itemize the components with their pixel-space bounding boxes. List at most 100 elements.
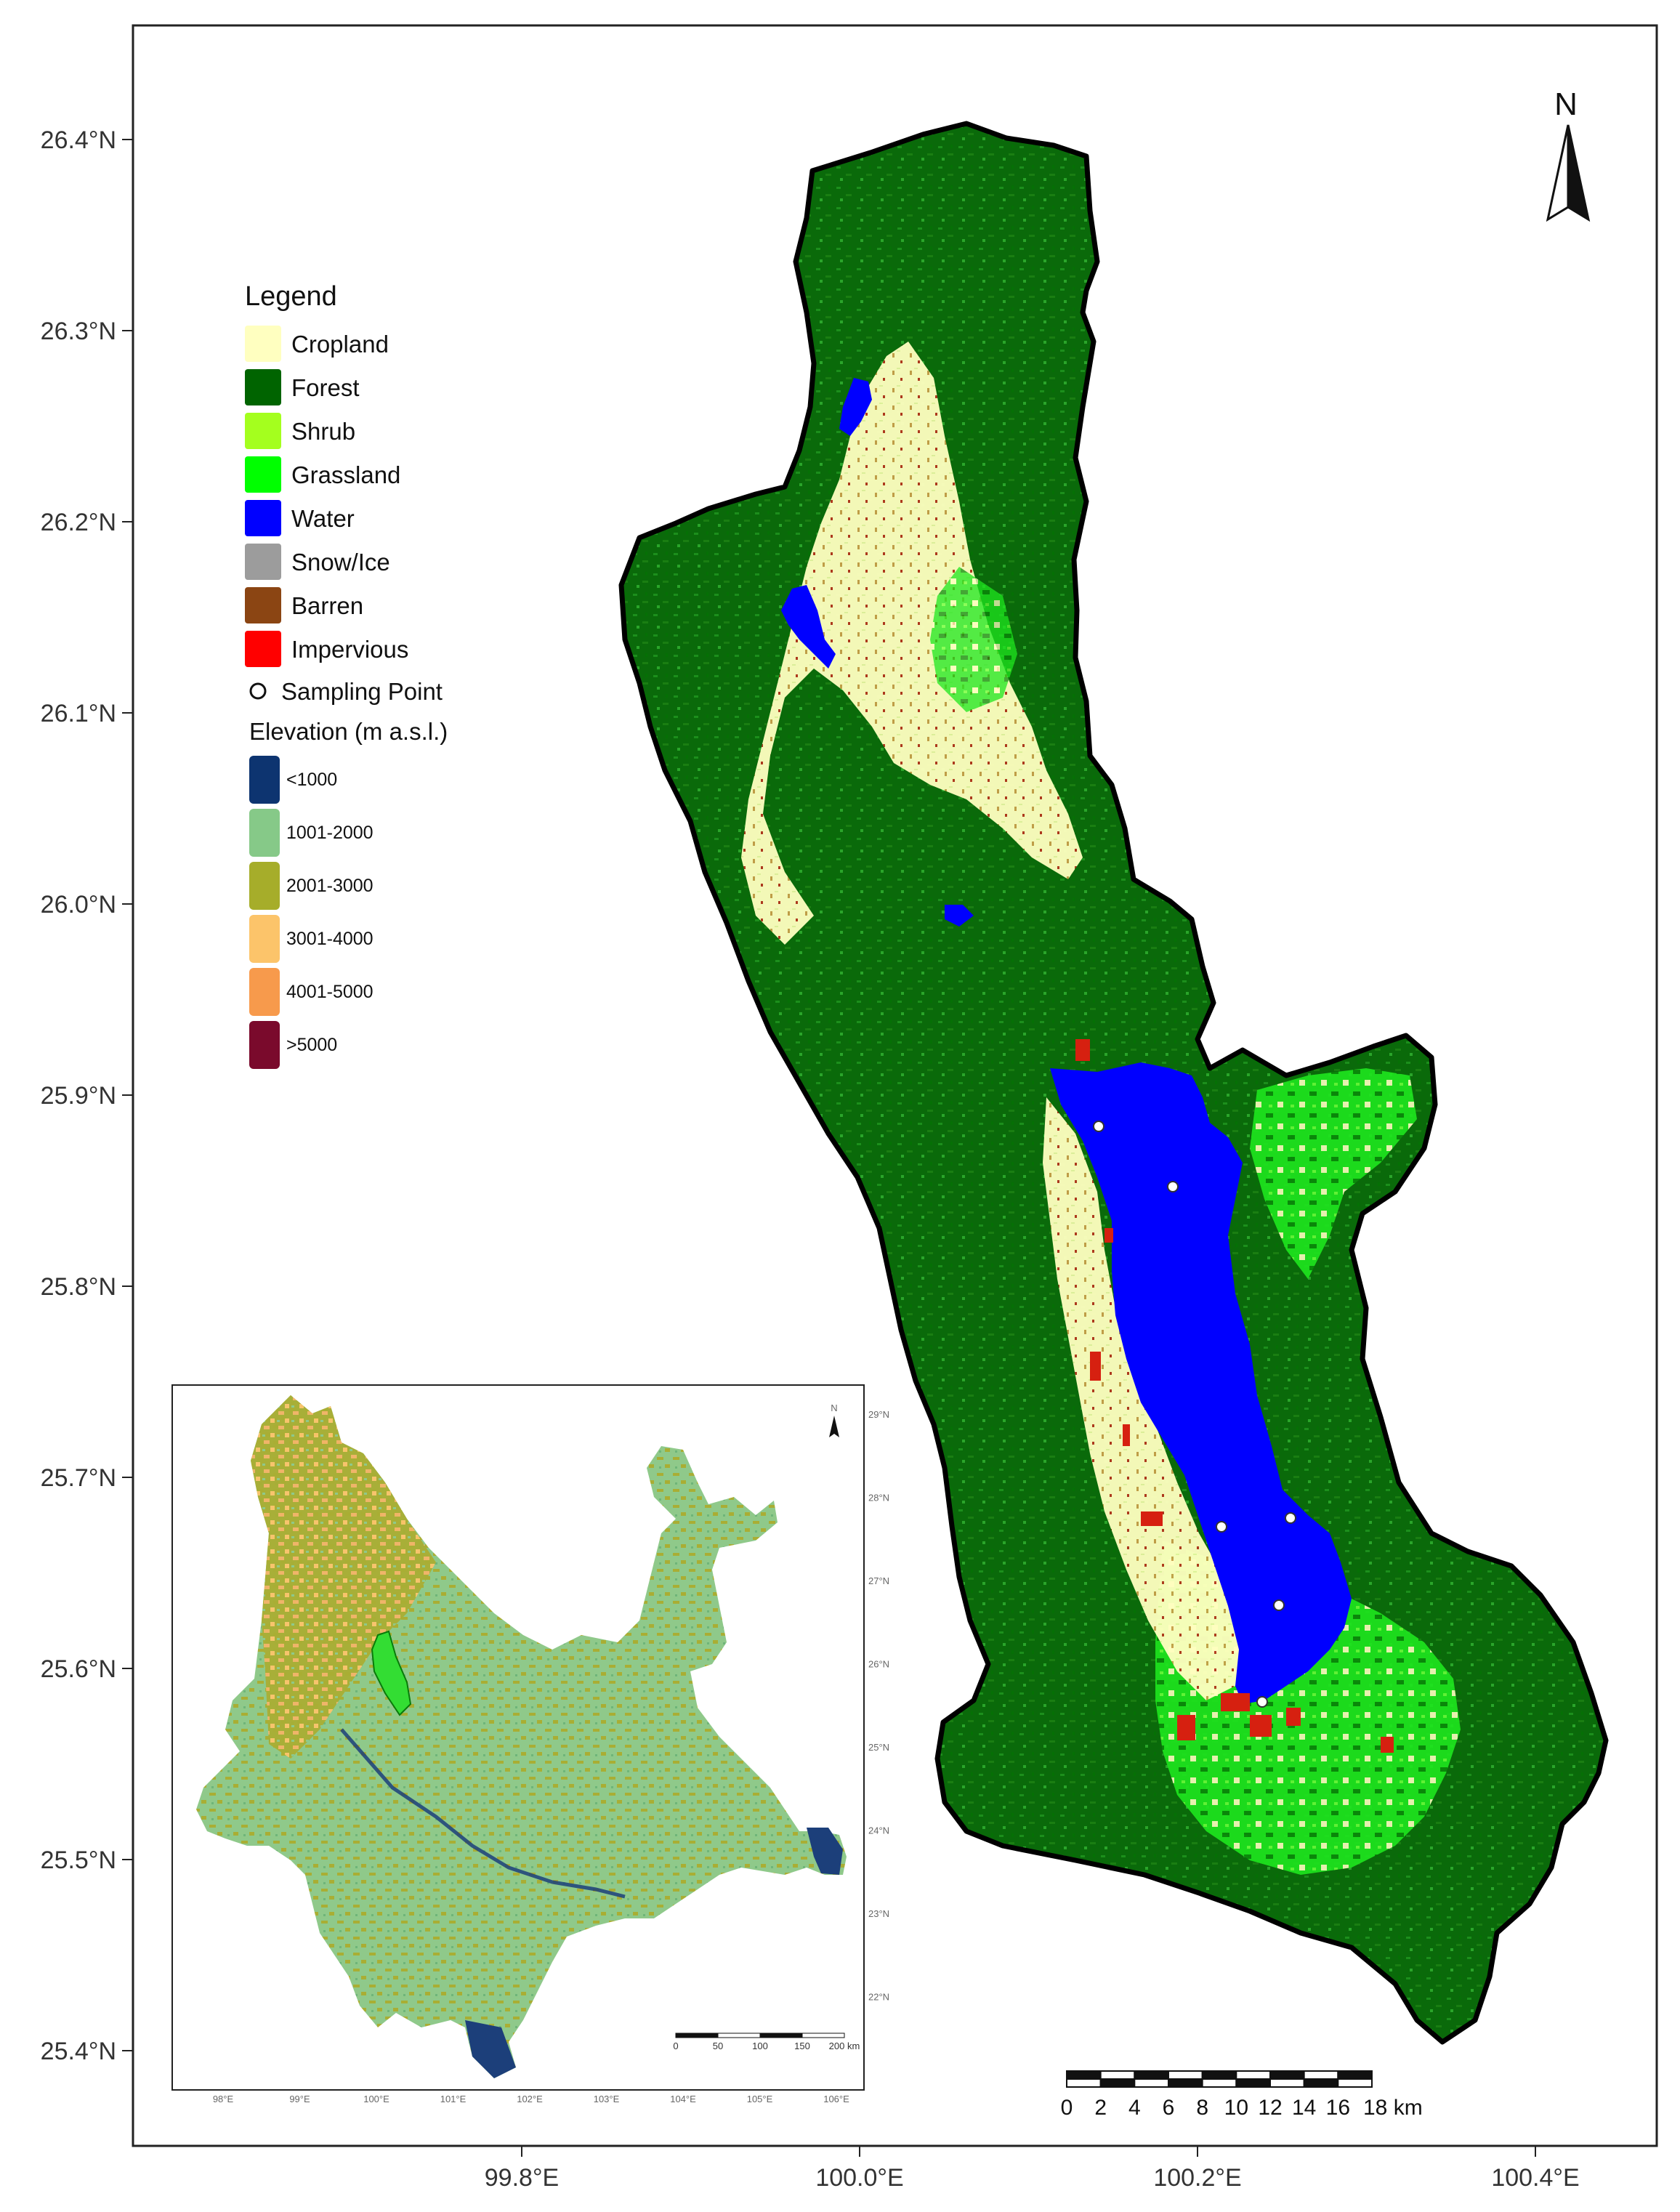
sampling-point [1256,1696,1268,1708]
longitude-tick-label: 100.2°E [1153,2164,1241,2192]
sampling-point-label: Sampling Point [281,678,443,705]
legend-swatch [245,413,281,449]
scale-bar-segment [1269,2078,1305,2088]
legend-item-label: Impervious [291,636,408,663]
scale-bar-label: 0 [1061,2096,1073,2120]
inset-lowland-river [340,1728,626,1899]
inset-longitude-label: 99°E [289,2094,310,2104]
legend-swatch [245,456,281,493]
sampling-point-symbol [249,682,267,700]
elevation-item-label: 3001-4000 [286,929,373,949]
longitude-ticks: 99.8°E 100.0°E 100.2°E 100.4°E [485,2146,1580,2192]
elevation-item-label: >5000 [286,1035,337,1055]
latitude-tick-label: 26.2°N [41,509,116,536]
inset-latitude-label: 22°N [868,1992,889,2003]
elevation-legend: <1000 1001-2000 2001-3000 3001-4000 4001-500… [249,756,373,1069]
scale-bar-segment [1168,2070,1203,2080]
elevation-swatch [249,862,280,910]
latitude-tick-label: 26.0°N [41,891,116,919]
inset-latitude-label: 23°N [868,1908,889,1919]
latitude-tick-label: 25.4°N [41,2038,116,2065]
scale-bar-segment [1235,2078,1272,2088]
legend-item-label: Snow/Ice [291,549,390,576]
inset-north-arrow: N [829,1402,839,1437]
longitude-tick-label: 99.8°E [485,2164,559,2192]
inset-longitude-label: 106°E [823,2094,849,2104]
inset-north-label: N [831,1402,837,1413]
grassland-east-patches [1250,1068,1417,1279]
sampling-point [1167,1181,1179,1192]
scale-bar-segment [1168,2078,1203,2088]
scale-bar: 0 2 4 6 8 10 12 14 16 18 km [1061,2070,1423,2120]
northern-lake-2 [781,585,836,669]
inset-latitude-ticks: 29°N 28°N 27°N 26°N 25°N 24°N 23°N 22°N [868,1409,889,2003]
inset-latitude-label: 24°N [868,1825,889,1836]
latitude-tick-label: 25.6°N [41,1655,116,1683]
inset-scale-segment [801,2033,845,2038]
elevation-swatch [249,756,280,804]
inset-scale-label: 150 [794,2041,810,2051]
inset-longitude-ticks: 98°E 99°E 100°E 101°E 102°E 103°E 104°E 105°E 10… [213,2094,849,2104]
scale-bar-label: 10 [1224,2096,1248,2120]
inset-scale-segment [759,2033,803,2038]
inset-lowland-south [465,2020,516,2078]
legend-title: Legend [245,281,337,312]
inset-study-area [371,1630,412,1716]
latitude-tick-label: 25.9°N [41,1082,116,1110]
legend: Legend Cropland Forest Shrub Grassland Water… [245,281,448,1069]
scale-bar-label: 4 [1128,2096,1141,2120]
scale-bar-segment [1235,2070,1272,2080]
small-lake-3 [945,905,974,927]
inset-longitude-label: 104°E [670,2094,696,2104]
sampling-point [1093,1121,1104,1132]
inset-scale-label: 200 km [829,2041,860,2051]
legend-item-label: Water [291,505,355,532]
elevation-swatch [249,915,280,963]
elevation-swatch [249,1021,280,1069]
scale-bar-segment [1134,2078,1170,2088]
cropland-lake-west-shore [1043,1097,1250,1700]
grassland-northwest-patches [930,567,1017,712]
legend-item-label: Cropland [291,331,389,358]
inset-longitude-label: 102°E [517,2094,543,2104]
inset-scale-label: 0 [673,2041,678,2051]
latitude-tick-label: 26.3°N [41,318,116,345]
scale-bar-segment [1337,2078,1373,2088]
inset-latitude-label: 28°N [868,1493,889,1503]
legend-item-label: Grassland [291,461,400,488]
elevation-swatch [249,968,280,1016]
scale-bar-segment [1303,2070,1339,2080]
latitude-tick-label: 26.1°N [41,700,116,727]
legend-swatch [245,587,281,623]
sampling-point [1216,1521,1227,1533]
legend-item-label: Shrub [291,418,355,445]
sampling-point [1285,1512,1296,1524]
scale-bar-segment [1134,2070,1170,2080]
inset-longitude-label: 101°E [440,2094,467,2104]
inset-longitude-label: 98°E [213,2094,234,2104]
scale-bar-label: 12 [1258,2096,1282,2120]
sampling-point [1273,1599,1285,1611]
northern-lake-1 [839,378,872,436]
inset-latitude-label: 25°N [868,1742,889,1753]
inset-latitude-label: 26°N [868,1659,889,1670]
scale-bar-segment [1201,2070,1237,2080]
inset-scale-label: 50 [713,2041,723,2051]
scale-bar-segment [1303,2078,1339,2088]
latitude-tick-label: 25.7°N [41,1464,116,1492]
scale-bar-segment [1269,2070,1305,2080]
latitude-tick-label: 26.4°N [41,126,116,154]
inset-latitude-label: 27°N [868,1575,889,1586]
inset-latitude-label: 29°N [868,1409,889,1420]
longitude-tick-label: 100.0°E [815,2164,903,2192]
inset-highland-northwest [251,1395,436,1759]
longitude-tick-label: 100.4°E [1491,2164,1579,2192]
legend-swatch [245,631,281,667]
scale-bar-segment [1337,2070,1373,2080]
scale-bar-label: 8 [1196,2096,1208,2120]
scale-bar-segment [1099,2078,1136,2088]
latitude-ticks: 26.4°N 26.3°N 26.2°N 26.1°N 26.0°N 25.9°N 25.8… [41,126,133,2065]
scale-bar-label: 16 [1326,2096,1350,2120]
inset-north-arrow-icon [829,1416,839,1437]
